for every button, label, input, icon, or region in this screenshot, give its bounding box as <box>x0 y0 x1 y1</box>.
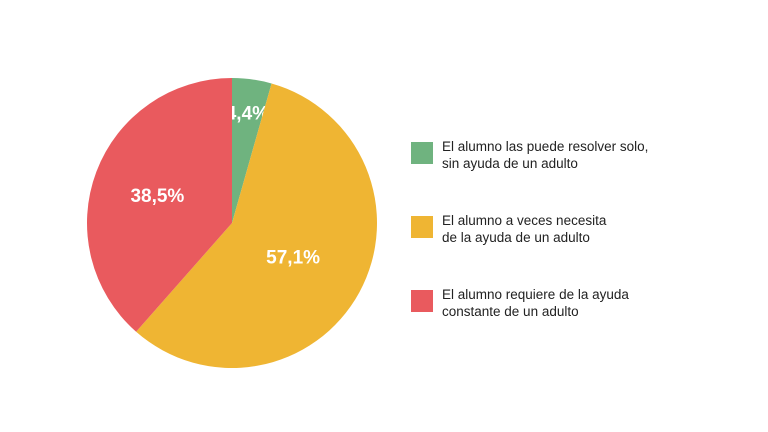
legend-text-line1: El alumno a veces necesita <box>442 213 607 228</box>
slice-label-a-veces: 57,1% <box>266 247 320 268</box>
pie-slice-solo <box>232 78 272 223</box>
pie-slice-a-veces <box>136 83 378 369</box>
pie-slice-constante <box>87 77 232 332</box>
legend-text-line2: sin ayuda de un adulto <box>442 156 578 171</box>
legend-swatch-a-veces <box>411 216 433 238</box>
legend-text-line1: El alumno las puede resolver solo, <box>442 139 649 154</box>
legend-text-line1: El alumno requiere de la ayuda <box>442 287 629 302</box>
slice-label-constante: 38,5% <box>130 186 184 207</box>
legend-swatch-constante <box>411 290 433 312</box>
legend-item-constante: El alumno requiere de la ayuda constante… <box>411 286 711 324</box>
legend: El alumno las puede resolver solo, sin a… <box>411 138 711 360</box>
legend-item-a-veces: El alumno a veces necesita de la ayuda d… <box>411 212 711 250</box>
legend-swatch-solo <box>411 142 433 164</box>
slice-label-solo: 4,4% <box>226 103 269 124</box>
legend-item-solo: El alumno las puede resolver solo, sin a… <box>411 138 711 176</box>
legend-text-line2: constante de un adulto <box>442 304 579 319</box>
legend-text-line2: de la ayuda de un adulto <box>442 230 590 245</box>
